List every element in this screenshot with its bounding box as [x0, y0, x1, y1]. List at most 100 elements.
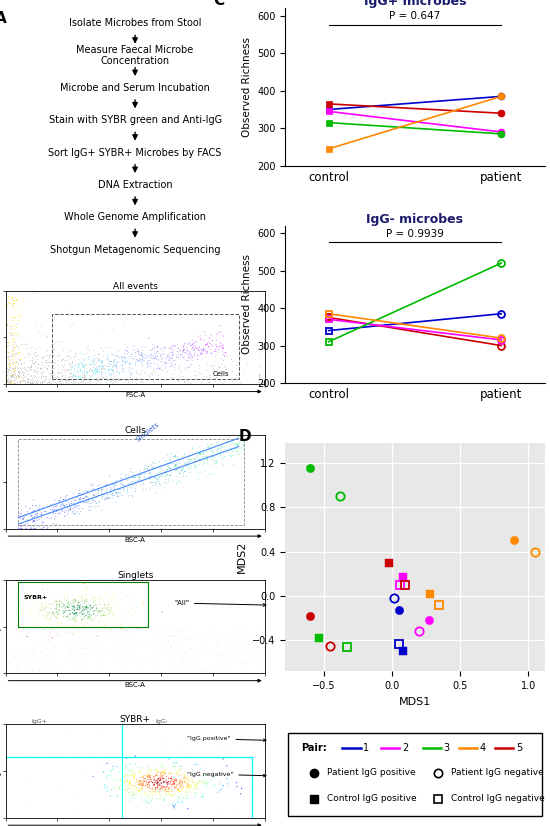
Point	[141, 779, 150, 792]
Point	[158, 761, 167, 774]
Point	[183, 777, 192, 790]
Point	[183, 620, 192, 634]
Point	[145, 359, 154, 373]
Point	[39, 660, 47, 673]
Point	[134, 778, 142, 791]
Point	[40, 515, 48, 529]
Point	[133, 787, 141, 800]
Point	[200, 457, 209, 470]
Point	[112, 640, 120, 653]
Point	[57, 616, 66, 629]
Point	[84, 487, 92, 500]
Point	[23, 368, 31, 381]
Point	[29, 375, 38, 388]
Point	[29, 515, 38, 528]
Point	[227, 729, 235, 742]
Point	[8, 370, 17, 383]
Point	[57, 504, 66, 517]
Point	[234, 442, 243, 455]
Point	[45, 351, 53, 364]
Point	[24, 745, 33, 758]
Point	[173, 470, 182, 483]
Point	[101, 622, 109, 635]
Point	[124, 764, 133, 777]
Point	[38, 583, 47, 596]
Point	[202, 346, 211, 359]
Point	[90, 364, 98, 377]
Point	[123, 374, 132, 387]
Point	[150, 785, 159, 798]
Title: Singlets: Singlets	[117, 571, 153, 580]
Point	[142, 638, 151, 651]
Point	[65, 373, 74, 387]
Point	[116, 483, 124, 496]
Point	[65, 608, 74, 621]
Point	[4, 349, 13, 362]
Point	[66, 360, 75, 373]
Point	[45, 355, 54, 368]
Point	[78, 612, 86, 625]
Point	[72, 606, 80, 620]
Point	[106, 373, 114, 387]
Point	[52, 596, 60, 609]
Point	[194, 349, 202, 362]
Point	[144, 372, 152, 385]
Point	[131, 373, 140, 386]
Point	[90, 483, 98, 496]
Point	[126, 348, 135, 361]
Point	[134, 762, 143, 775]
Point	[146, 360, 155, 373]
Point	[117, 472, 126, 486]
Point	[176, 777, 185, 790]
Point	[24, 367, 32, 380]
Point	[35, 513, 43, 526]
Point	[16, 522, 25, 535]
Point	[166, 360, 175, 373]
Point	[32, 364, 41, 377]
Point	[28, 355, 37, 368]
Point	[163, 457, 172, 470]
Point	[227, 444, 236, 457]
Point	[177, 463, 186, 477]
Text: Cells: Cells	[213, 371, 229, 377]
Point	[109, 322, 118, 335]
Point	[170, 460, 179, 473]
Point	[103, 354, 112, 367]
Point	[72, 358, 80, 371]
Point	[174, 741, 183, 754]
Point	[149, 455, 158, 468]
Point	[209, 450, 218, 463]
Point	[80, 371, 89, 384]
Point	[74, 373, 83, 386]
Point	[242, 733, 251, 746]
Point	[182, 361, 191, 374]
Point	[40, 349, 48, 363]
Point	[120, 762, 129, 776]
Point	[163, 364, 172, 377]
Point	[112, 358, 121, 372]
Point	[162, 357, 171, 370]
Point	[162, 782, 170, 795]
Point	[120, 351, 129, 364]
Point	[70, 363, 79, 376]
Point	[74, 487, 83, 501]
Point	[85, 599, 94, 612]
Point	[41, 505, 50, 518]
Point	[188, 353, 196, 366]
Point	[112, 486, 120, 499]
Point	[85, 349, 94, 363]
Point	[123, 473, 132, 487]
Point	[238, 659, 247, 672]
Point	[34, 358, 43, 371]
Point	[175, 468, 184, 481]
Text: Singlets: Singlets	[135, 421, 161, 443]
Point	[82, 347, 91, 360]
Point	[63, 600, 72, 613]
Point	[112, 349, 120, 363]
Point	[148, 622, 157, 635]
Point	[56, 349, 64, 362]
Point	[194, 344, 203, 357]
Point	[66, 357, 75, 370]
Point	[104, 359, 113, 373]
Point	[213, 443, 222, 456]
